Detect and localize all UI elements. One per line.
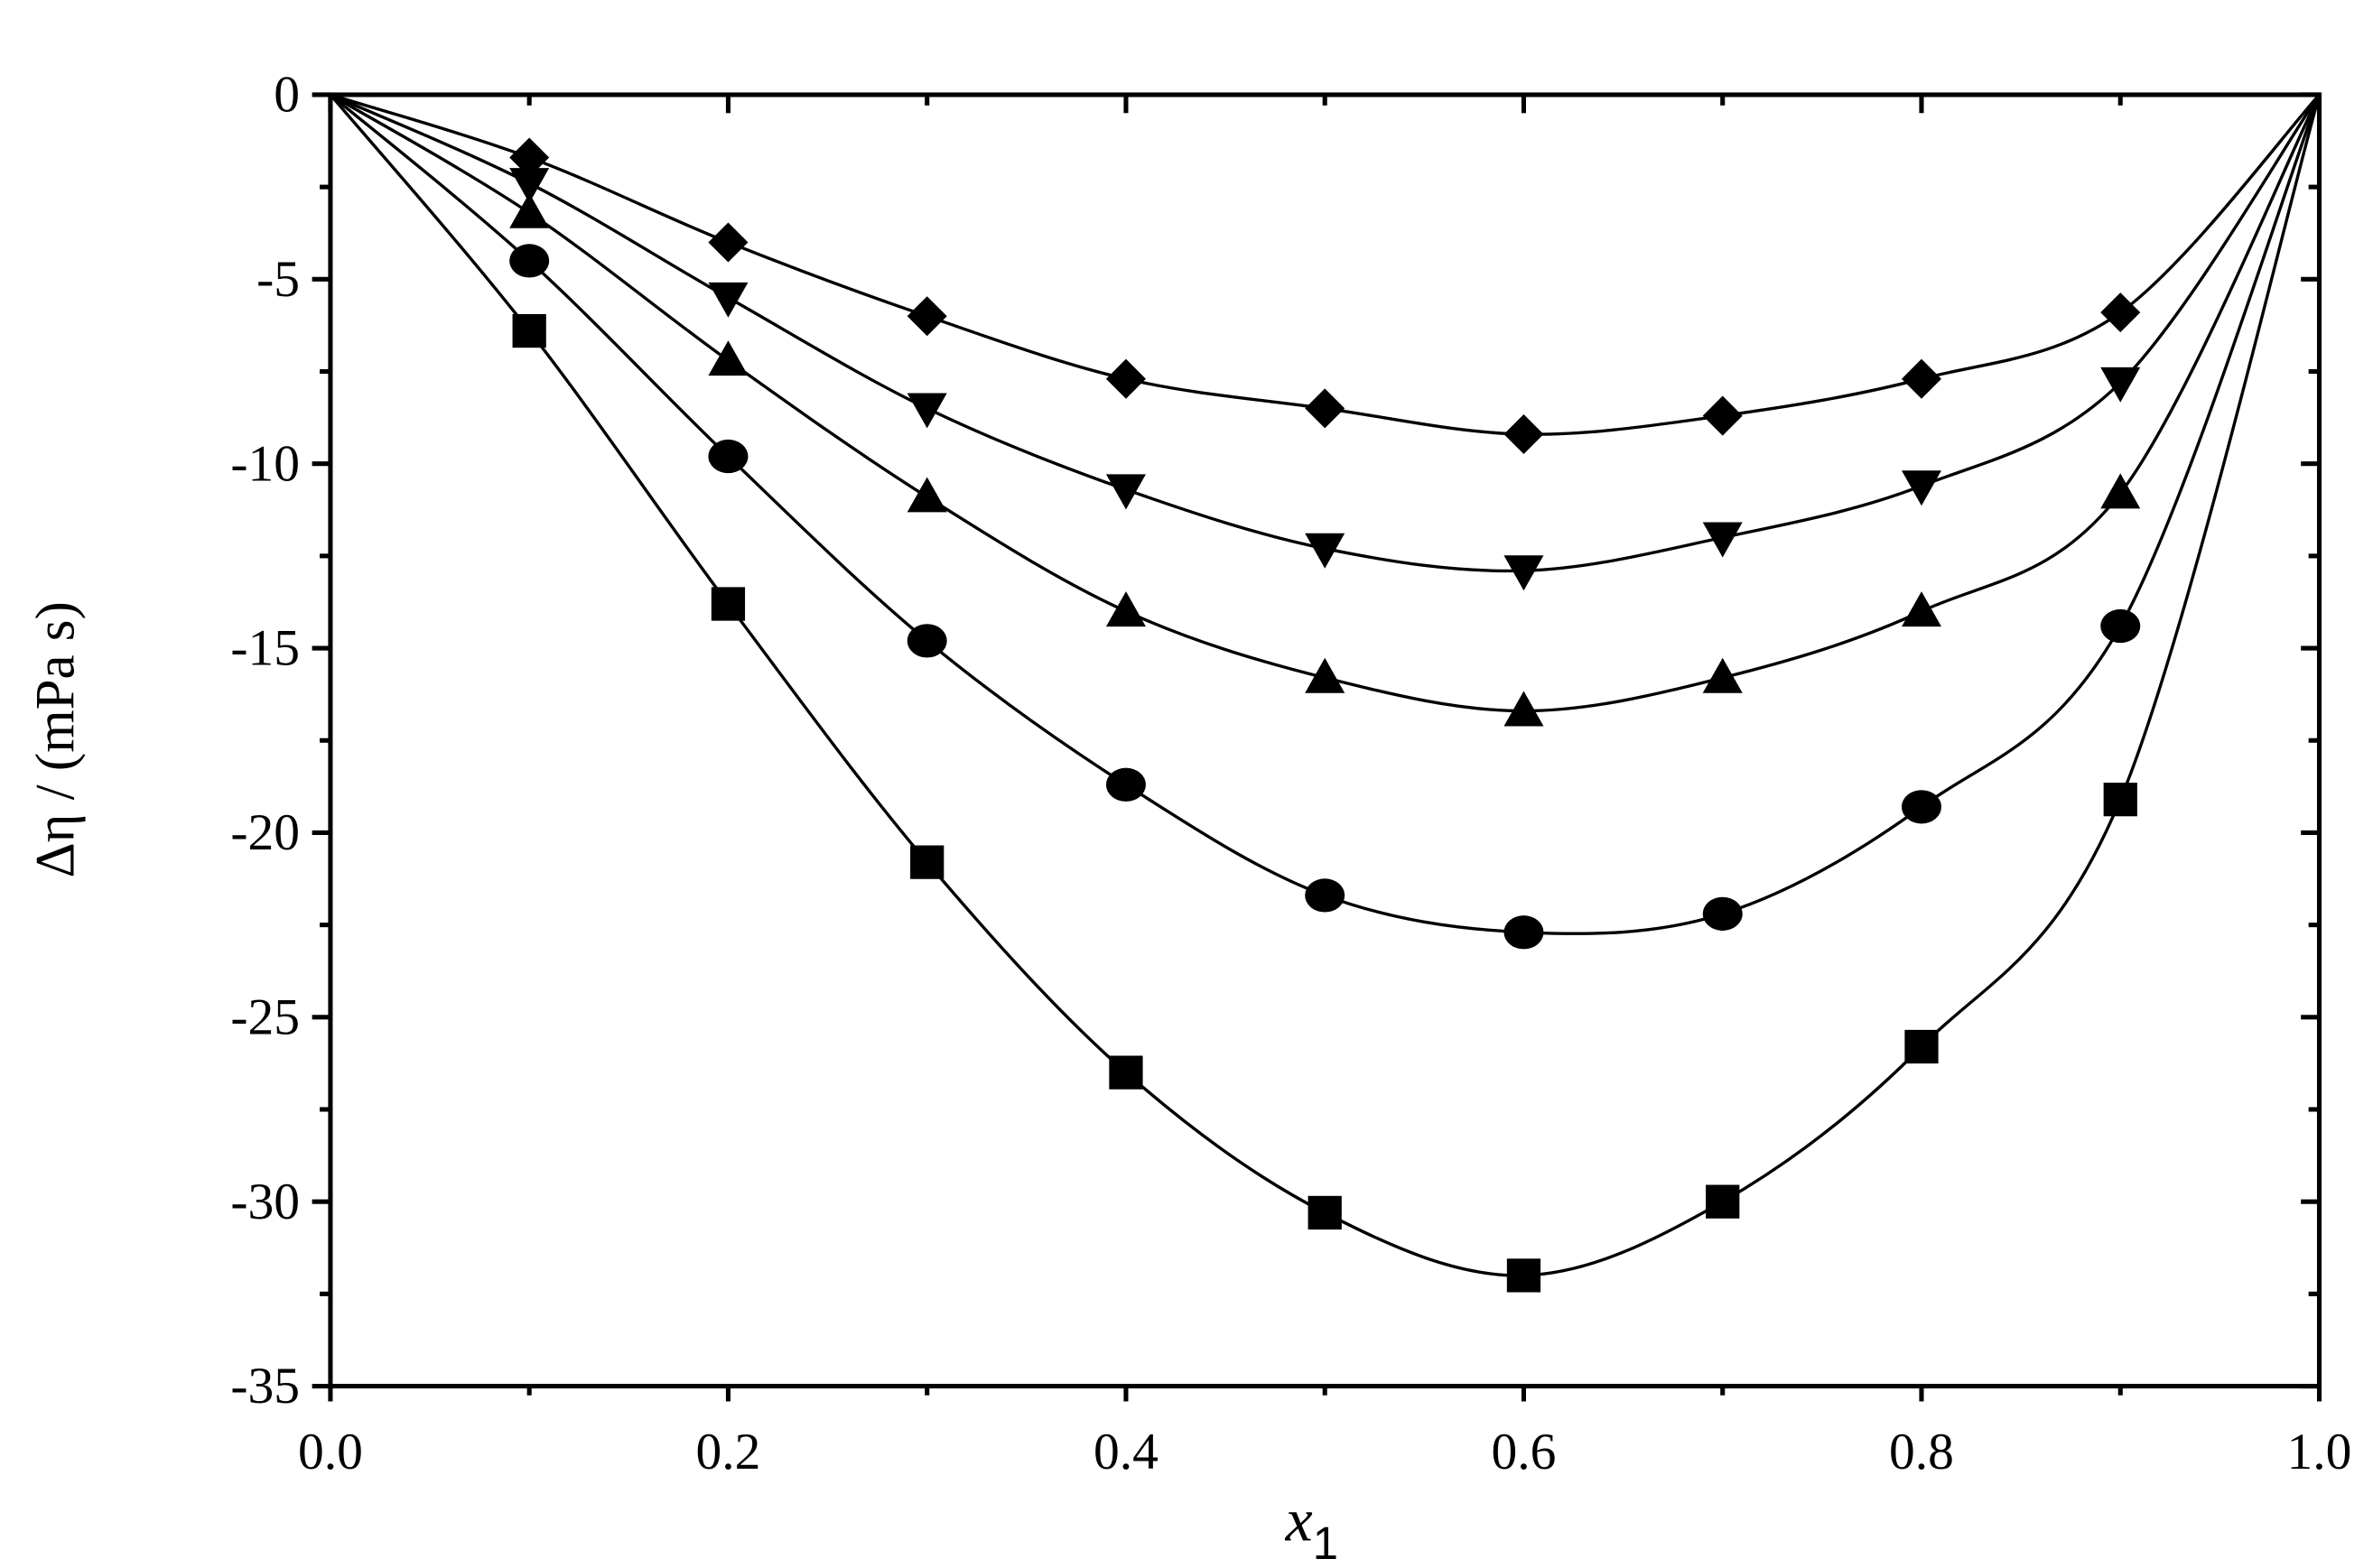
marker — [907, 296, 947, 337]
x-tick-label: 1.0 — [2287, 1424, 2352, 1480]
marker — [1506, 1258, 1541, 1293]
marker — [509, 137, 550, 178]
x-tick-label: 0.2 — [695, 1424, 760, 1480]
marker — [2100, 608, 2141, 644]
marker — [1901, 470, 1941, 506]
y-tick-label: -30 — [230, 1174, 300, 1230]
marker — [907, 624, 947, 658]
marker — [1503, 915, 1544, 950]
marker — [1307, 1195, 1342, 1230]
marker — [1702, 896, 1743, 931]
marker — [1702, 522, 1743, 558]
marker — [711, 587, 746, 621]
marker — [2100, 366, 2141, 403]
x-tick-label: 0.4 — [1093, 1424, 1159, 1480]
marker — [1901, 790, 1941, 824]
x-tick-label: 0.6 — [1492, 1424, 1557, 1480]
y-tick-label: -20 — [230, 804, 300, 861]
y-tick-label: -35 — [230, 1358, 300, 1415]
marker — [1904, 1029, 1939, 1064]
marker — [907, 477, 947, 513]
marker — [1305, 878, 1345, 913]
marker — [512, 313, 546, 348]
marker — [1503, 691, 1544, 727]
marker — [1503, 555, 1544, 591]
x-tick-label: 0.0 — [298, 1424, 363, 1480]
marker — [708, 282, 749, 318]
fit-curve — [329, 93, 2322, 935]
marker — [1305, 388, 1345, 429]
marker — [708, 222, 749, 263]
marker — [1901, 358, 1941, 399]
marker — [509, 192, 550, 228]
x-axis-label-main: x — [1285, 1487, 1313, 1554]
x-axis-label-sub: 1 — [1313, 1517, 1338, 1568]
x-tick-label: 0.8 — [1889, 1424, 1954, 1480]
y-tick-label: -15 — [230, 620, 300, 677]
y-tick-label: -10 — [230, 435, 300, 492]
marker — [1706, 1184, 1740, 1219]
y-tick-label: -25 — [230, 988, 300, 1045]
marker — [2100, 473, 2141, 509]
x-axis-label: x1 — [1285, 1487, 1338, 1568]
marker — [1305, 533, 1345, 569]
fit-curve — [330, 93, 2321, 573]
marker — [1305, 657, 1345, 693]
marker — [1702, 395, 1743, 436]
plot-frame — [328, 92, 2322, 1389]
marker — [1702, 657, 1743, 693]
marker — [1109, 1055, 1143, 1090]
marker — [2103, 783, 2137, 817]
y-tick-label: 0 — [274, 67, 300, 124]
marker — [907, 393, 947, 429]
y-tick-label: -5 — [256, 251, 300, 308]
marker — [1105, 474, 1146, 510]
marker — [1901, 591, 1941, 627]
marker — [910, 845, 945, 879]
marker — [708, 340, 749, 376]
marker — [509, 168, 550, 204]
marker — [509, 244, 550, 278]
marker — [1503, 413, 1544, 455]
marker — [1105, 591, 1146, 627]
marker — [1105, 767, 1146, 802]
marker — [1105, 358, 1146, 399]
marker — [708, 439, 749, 474]
fit-curve — [330, 93, 2321, 436]
y-axis-label: Δη / (mPa s) — [26, 601, 87, 877]
marker — [2100, 292, 2141, 333]
